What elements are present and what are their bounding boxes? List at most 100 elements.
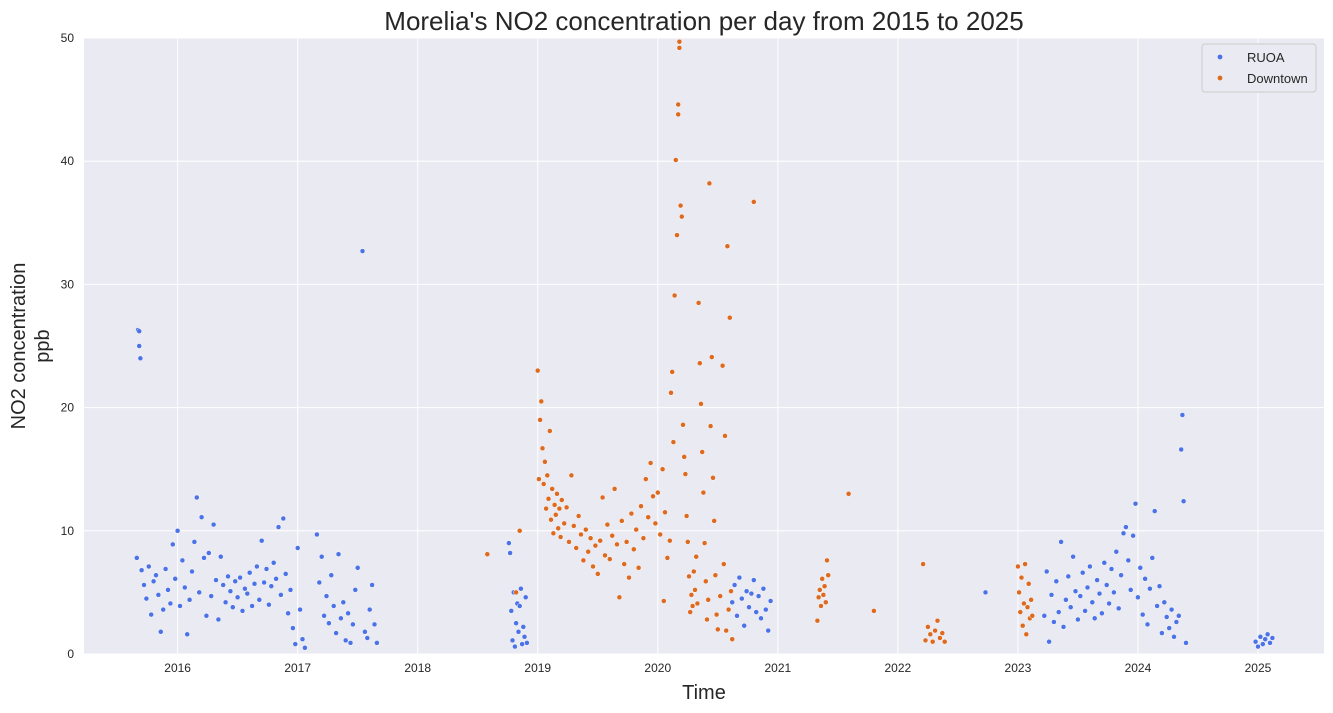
point-downtown	[815, 594, 822, 601]
point-downtown	[719, 362, 726, 369]
point-downtown	[543, 505, 549, 512]
point-ruoa	[359, 248, 366, 254]
point-downtown	[677, 202, 684, 209]
point-ruoa	[230, 604, 236, 610]
point-downtown	[513, 589, 519, 596]
point-downtown	[670, 439, 677, 445]
x-tick-label: 2017	[284, 661, 311, 675]
legend-marker-downtown	[1217, 75, 1223, 81]
point-ruoa	[137, 355, 144, 362]
point-downtown	[727, 314, 733, 321]
point-downtown	[604, 521, 611, 528]
point-ruoa	[246, 569, 253, 576]
point-downtown	[824, 557, 830, 564]
point-ruoa	[254, 563, 260, 570]
point-ruoa	[153, 572, 159, 578]
point-downtown	[544, 472, 551, 479]
point-downtown	[676, 38, 683, 45]
point-ruoa	[1139, 611, 1146, 618]
point-ruoa	[1063, 597, 1069, 603]
point-downtown	[602, 552, 608, 559]
point-downtown	[559, 497, 565, 503]
point-ruoa	[362, 629, 368, 635]
point-downtown	[1015, 563, 1021, 570]
point-ruoa	[1087, 563, 1093, 570]
point-ruoa	[345, 610, 351, 617]
point-downtown	[585, 548, 591, 555]
point-ruoa	[982, 589, 989, 596]
point-ruoa	[326, 620, 332, 626]
data-points	[134, 38, 1276, 651]
point-ruoa	[316, 579, 323, 586]
point-ruoa	[519, 641, 525, 647]
point-downtown	[712, 572, 719, 578]
point-ruoa	[299, 636, 306, 642]
legend-marker-ruoa	[1217, 54, 1223, 60]
point-downtown	[927, 631, 934, 638]
point-ruoa	[760, 585, 767, 592]
point-downtown	[674, 232, 680, 238]
point-ruoa	[237, 574, 243, 581]
point-downtown	[573, 545, 579, 551]
point-downtown	[548, 516, 554, 523]
y-tick-label: 30	[61, 277, 75, 291]
point-downtown	[566, 539, 572, 545]
point-downtown	[821, 583, 828, 589]
point-downtown	[682, 471, 689, 477]
point-downtown	[595, 571, 601, 577]
point-ruoa	[330, 603, 337, 609]
point-ruoa	[1115, 605, 1122, 612]
point-downtown	[814, 617, 821, 624]
point-downtown	[717, 593, 723, 599]
point-downtown	[638, 503, 644, 509]
point-downtown	[700, 489, 707, 496]
point-ruoa	[182, 584, 188, 591]
point-ruoa	[196, 589, 202, 596]
point-ruoa	[1099, 610, 1105, 617]
point-ruoa	[1151, 508, 1158, 514]
x-tick-label: 2023	[1005, 661, 1032, 675]
point-ruoa	[1127, 587, 1134, 593]
point-ruoa	[1055, 609, 1062, 615]
chart-title: Morelia's NO2 concentration per day from…	[384, 6, 1023, 36]
point-downtown	[683, 513, 690, 519]
point-downtown	[694, 600, 701, 607]
point-downtown	[664, 555, 671, 561]
point-ruoa	[206, 550, 212, 556]
point-downtown	[1016, 589, 1022, 596]
point-downtown	[707, 423, 714, 429]
point-ruoa	[1262, 636, 1268, 642]
point-downtown	[621, 561, 627, 567]
point-downtown	[937, 635, 943, 641]
point-ruoa	[232, 578, 238, 585]
point-ruoa	[516, 603, 523, 609]
point-downtown	[819, 576, 825, 582]
point-downtown	[751, 199, 757, 205]
point-ruoa	[261, 579, 267, 586]
point-ruoa	[150, 578, 157, 585]
point-downtown	[623, 539, 630, 545]
point-downtown	[635, 565, 642, 571]
point-downtown	[655, 489, 661, 496]
point-downtown	[695, 300, 702, 306]
point-ruoa	[1041, 613, 1048, 619]
point-ruoa	[741, 622, 747, 629]
point-ruoa	[1180, 498, 1187, 504]
point-downtown	[697, 360, 703, 366]
point-downtown	[939, 630, 946, 636]
point-downtown	[597, 537, 603, 544]
point-ruoa	[227, 588, 234, 594]
point-ruoa	[1257, 634, 1264, 640]
x-tick-label: 2016	[164, 661, 191, 675]
point-ruoa	[1144, 621, 1151, 628]
point-ruoa	[297, 606, 303, 613]
point-ruoa	[1043, 568, 1050, 575]
point-downtown	[673, 157, 679, 163]
point-ruoa	[287, 587, 294, 593]
point-ruoa	[225, 573, 231, 580]
point-ruoa	[213, 577, 219, 583]
point-downtown	[556, 505, 563, 512]
point-downtown	[611, 486, 618, 492]
point-downtown	[934, 617, 941, 624]
point-downtown	[551, 502, 558, 508]
